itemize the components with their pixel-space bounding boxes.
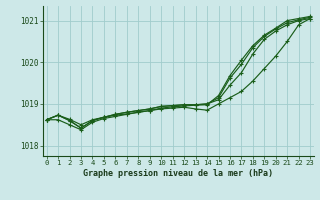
X-axis label: Graphe pression niveau de la mer (hPa): Graphe pression niveau de la mer (hPa): [84, 169, 273, 178]
